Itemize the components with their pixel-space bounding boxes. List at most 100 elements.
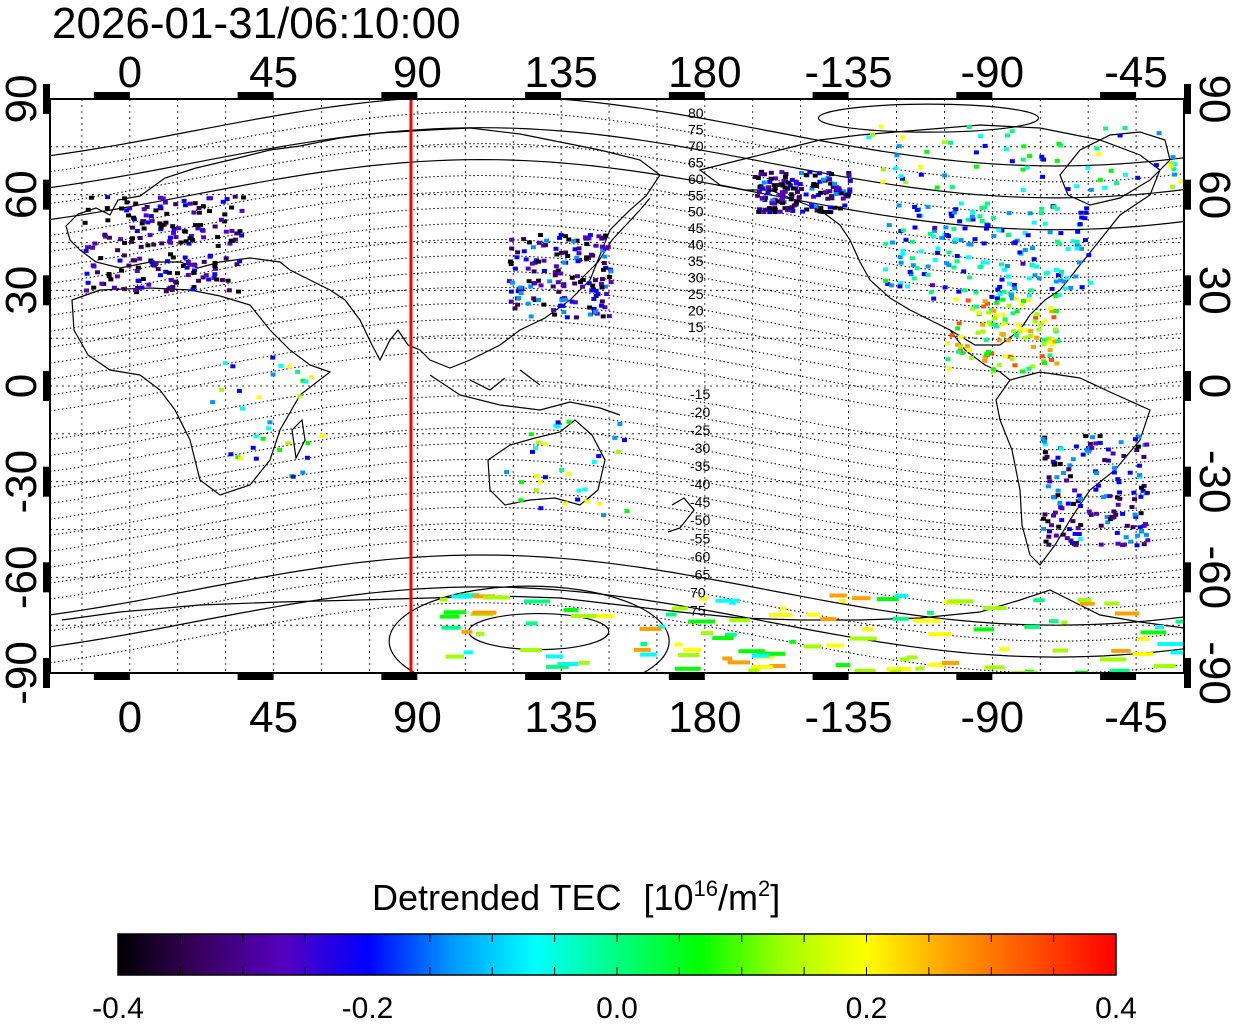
tec-point xyxy=(769,664,786,668)
tec-point xyxy=(472,610,497,615)
tec-point xyxy=(563,297,569,302)
tec-point xyxy=(181,198,187,203)
tec-point xyxy=(997,292,1003,297)
x-tick-bottom xyxy=(93,673,130,680)
tec-point xyxy=(1004,264,1010,268)
tec-point xyxy=(1042,221,1048,226)
tec-point xyxy=(1140,630,1167,635)
tec-point xyxy=(515,250,521,255)
mag-contour xyxy=(50,190,1184,263)
tec-point xyxy=(840,196,846,201)
tec-point xyxy=(944,261,950,266)
tec-point xyxy=(931,296,937,301)
tec-point xyxy=(1054,206,1060,211)
tec-point xyxy=(788,192,794,197)
tec-point xyxy=(521,249,527,254)
tec-point xyxy=(552,312,558,317)
tec-point xyxy=(942,661,959,665)
tec-point xyxy=(1003,354,1009,359)
tec-point xyxy=(958,201,964,206)
tec-point xyxy=(546,664,569,669)
tec-point xyxy=(218,217,224,222)
tec-point xyxy=(1000,332,1006,337)
tec-point xyxy=(1047,230,1053,235)
contour-label: 35 xyxy=(688,253,704,269)
tec-point xyxy=(201,235,207,240)
tec-point xyxy=(1055,339,1061,344)
tec-point xyxy=(1022,231,1028,235)
tec-point xyxy=(952,239,958,244)
tec-point xyxy=(1097,434,1103,439)
tec-point xyxy=(994,324,1000,329)
tec-point xyxy=(1031,220,1037,225)
contour-label: -65 xyxy=(690,567,710,583)
tec-point xyxy=(1009,356,1015,361)
tec-point xyxy=(759,186,765,191)
tec-point xyxy=(236,289,241,294)
y-tick-label-right: 90 xyxy=(1190,75,1239,124)
tec-point xyxy=(928,632,951,637)
tec-point xyxy=(1083,238,1088,243)
y-tick-left xyxy=(43,466,50,497)
tec-point xyxy=(557,662,579,666)
tec-point xyxy=(1077,222,1083,227)
tec-point xyxy=(596,502,602,506)
tec-point xyxy=(543,243,548,248)
tec-point xyxy=(553,264,559,269)
tec-point xyxy=(238,456,243,461)
tec-point xyxy=(1107,494,1113,499)
tec-point xyxy=(847,189,853,194)
contour-label: 25 xyxy=(688,286,704,302)
tec-point xyxy=(191,270,197,275)
tec-point xyxy=(1086,253,1092,258)
tec-point xyxy=(1077,537,1083,542)
tec-point xyxy=(789,177,795,182)
tec-point xyxy=(1175,619,1184,624)
tec-point xyxy=(998,647,1009,652)
tec-point xyxy=(966,348,972,353)
tec-point xyxy=(1086,449,1092,454)
tec-point xyxy=(564,315,570,320)
tec-point xyxy=(1060,532,1066,537)
tec-point xyxy=(1046,542,1052,547)
tec-point xyxy=(1122,126,1128,131)
tec-point xyxy=(584,255,590,260)
tec-point xyxy=(570,614,596,618)
tec-point xyxy=(1114,611,1140,616)
tec-point xyxy=(1053,309,1059,313)
tec-point xyxy=(688,619,715,624)
tec-point xyxy=(978,134,983,139)
x-tick-label-top: 0 xyxy=(118,48,142,97)
tec-point xyxy=(862,627,875,632)
tec-point xyxy=(986,349,992,354)
tec-point xyxy=(683,647,702,652)
tec-point xyxy=(980,260,986,265)
tec-point xyxy=(991,322,997,327)
tec-point xyxy=(1127,470,1133,475)
tec-point xyxy=(1000,321,1006,326)
tec-point xyxy=(528,314,534,319)
tec-point xyxy=(1034,335,1040,340)
tec-point xyxy=(554,252,560,257)
tec-point xyxy=(951,226,957,231)
x-tick-bottom xyxy=(668,673,705,680)
tec-point xyxy=(1079,246,1084,251)
tec-point xyxy=(925,204,931,209)
tec-point xyxy=(1057,292,1063,297)
tec-point xyxy=(729,618,750,623)
tec-point xyxy=(599,236,605,241)
tec-point xyxy=(1170,650,1184,655)
tec-point xyxy=(955,342,961,347)
tec-point xyxy=(900,228,906,233)
tec-point xyxy=(829,194,834,199)
tec-point xyxy=(977,214,983,219)
tec-point xyxy=(766,206,772,210)
tec-point xyxy=(591,460,597,464)
tec-point xyxy=(896,203,902,208)
tec-point xyxy=(779,200,785,205)
tec-point xyxy=(304,455,310,460)
tec-point xyxy=(558,250,564,255)
tec-point xyxy=(807,170,813,175)
tec-point xyxy=(536,278,541,283)
tec-point xyxy=(885,281,891,286)
